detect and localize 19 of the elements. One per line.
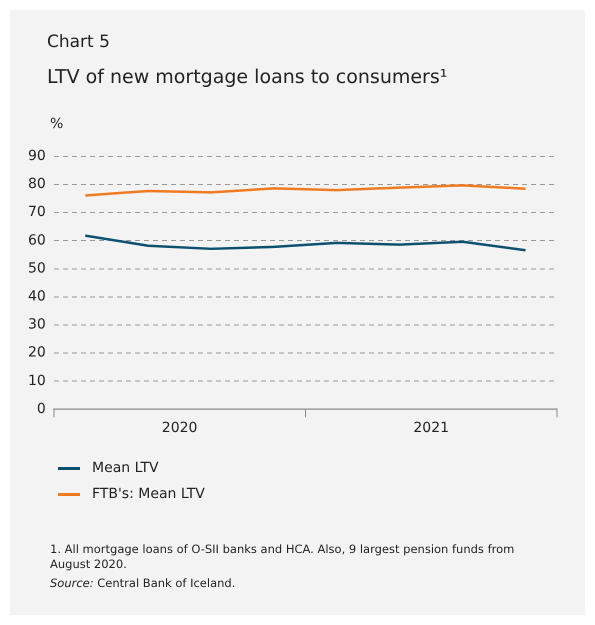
chart-subtitle: LTV of new mortgage loans to consumers¹ xyxy=(47,66,448,88)
y-axis-title: % xyxy=(50,116,64,132)
y-tick-label: 90 xyxy=(28,148,46,164)
y-tick-label: 0 xyxy=(36,400,46,417)
y-tick-label: 60 xyxy=(28,232,46,248)
source-note: Source: Central Bank of Iceland. xyxy=(50,576,236,591)
y-tick-label: 10 xyxy=(28,372,46,389)
x-tick-label: 2021 xyxy=(413,420,450,436)
x-tick-label: 2020 xyxy=(162,420,198,436)
y-tick-label: 40 xyxy=(28,288,46,304)
text: 1. All mortgage loans of O-SII banks and HCA. Also, 9 largest pension funds from August 2020. xyxy=(50,542,516,572)
y-tick-label: 70 xyxy=(28,204,46,220)
y-tick-label: 80 xyxy=(28,176,46,192)
y-tick-label: 20 xyxy=(28,344,46,361)
y-tick-label: 50 xyxy=(28,260,46,276)
legend-label: FTB's: Mean LTV xyxy=(92,486,205,502)
legend-label: Mean LTV xyxy=(92,460,159,476)
y-tick-label: 30 xyxy=(28,316,46,333)
chart-title: Chart 5 xyxy=(47,32,110,52)
